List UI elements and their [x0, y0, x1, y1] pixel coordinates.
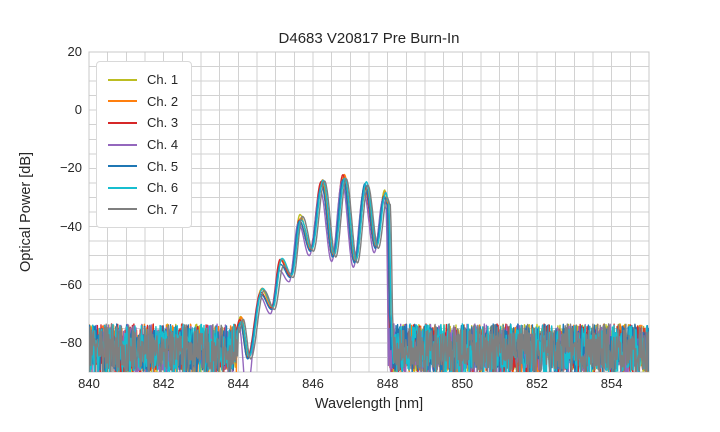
x-tick-label: 840 [78, 376, 100, 391]
x-tick-label: 846 [302, 376, 324, 391]
legend-label: Ch. 7 [147, 201, 179, 217]
legend-item-ch-6: Ch. 6 [108, 177, 178, 199]
legend-item-ch-3: Ch. 3 [108, 112, 178, 134]
chart-title: D4683 V20817 Pre Burn-In [278, 30, 460, 47]
y-tick-label: −80 [59, 334, 82, 350]
legend-line-swatch [108, 121, 137, 124]
series-line-7 [89, 178, 649, 372]
legend-line-swatch [108, 186, 137, 189]
legend-line-swatch [108, 78, 137, 81]
plot-border [88, 51, 650, 373]
legend: Ch. 1 Ch. 2 Ch. 3 Ch. 4 Ch. 5 Ch. 6 Ch. 7 [96, 61, 193, 229]
y-tick-label: −20 [59, 160, 82, 176]
legend-item-ch-4: Ch. 4 [108, 134, 178, 156]
x-tick-label: 842 [152, 376, 175, 391]
y-tick-label: 0 [74, 102, 82, 118]
legend-line-swatch [108, 165, 137, 168]
legend-label: Ch. 3 [147, 115, 179, 131]
legend-label: Ch. 2 [147, 93, 179, 109]
legend-item-ch-1: Ch. 1 [108, 69, 178, 91]
legend-label: Ch. 5 [147, 158, 179, 174]
y-tick-label: −40 [59, 218, 82, 234]
y-tick-label: 20 [67, 44, 82, 59]
legend-line-swatch [108, 143, 137, 146]
y-tick-label: −60 [59, 276, 82, 292]
series-lines [89, 173, 649, 372]
legend-item-ch-7: Ch. 7 [108, 199, 178, 221]
legend-label: Ch. 1 [147, 72, 179, 88]
x-tick-label: 852 [526, 376, 548, 391]
x-tick-label: 854 [600, 376, 623, 391]
legend-label: Ch. 4 [147, 137, 179, 153]
x-tick-label: 844 [227, 376, 250, 391]
legend-line-swatch [108, 208, 137, 211]
x-tick-label: 848 [376, 376, 399, 391]
x-axis-label: Wavelength [nm] [314, 396, 424, 412]
legend-item-ch-5: Ch. 5 [108, 155, 178, 177]
legend-label: Ch. 6 [147, 180, 179, 196]
legend-item-ch-2: Ch. 2 [108, 91, 178, 113]
legend-line-swatch [108, 100, 137, 103]
x-tick-label: 850 [451, 376, 474, 391]
